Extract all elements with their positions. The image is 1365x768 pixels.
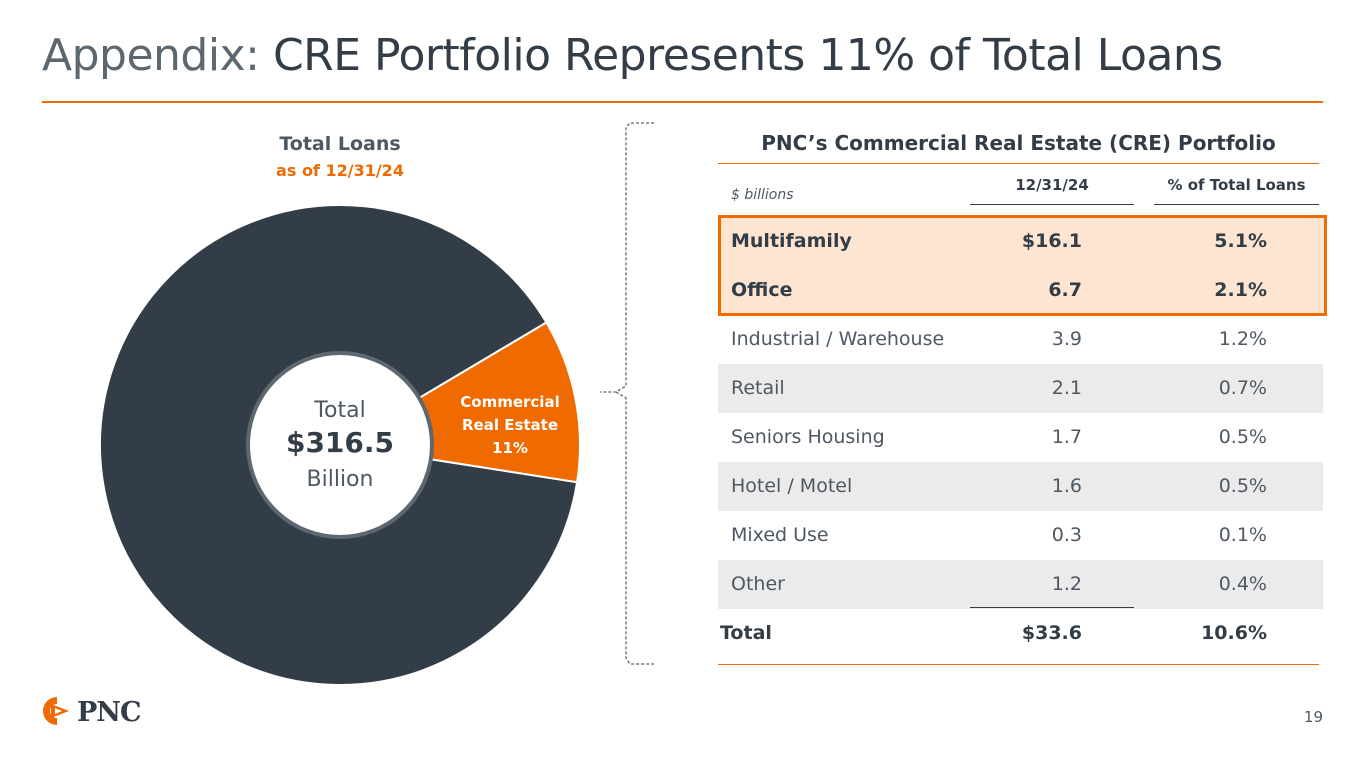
slice-label-line-2: Real Estate — [461, 416, 559, 434]
total-rule — [970, 607, 1134, 608]
total-row: Total $33.6 10.6% — [718, 610, 1323, 659]
row-percent: 2.1% — [1214, 279, 1267, 301]
highlight-box — [718, 215, 1327, 316]
row-category: Seniors Housing — [731, 426, 885, 448]
row-percent: 5.1% — [1214, 230, 1267, 252]
table-row: Hotel / Motel 1.6 0.5% — [718, 462, 1323, 511]
table-bottom-rule — [718, 664, 1319, 665]
title-prefix: Appendix: — [42, 30, 260, 81]
row-category: Industrial / Warehouse — [731, 328, 945, 350]
column-header-pct: % of Total Loans — [1167, 176, 1306, 194]
table-row: Retail 2.1 0.7% — [718, 364, 1323, 413]
bracket-connector — [600, 122, 654, 665]
table-title-rule — [718, 163, 1319, 164]
pnc-logo-icon — [43, 697, 69, 725]
row-value: 6.7 — [1048, 279, 1082, 301]
table-row: Seniors Housing 1.7 0.5% — [718, 413, 1323, 462]
units-label: $ billions — [731, 187, 794, 203]
pnc-logo-text: PNC — [77, 697, 141, 728]
pie-title: Total Loans — [279, 133, 401, 155]
row-category: Hotel / Motel — [731, 475, 853, 497]
total-value: $33.6 — [1021, 622, 1082, 644]
row-value: 1.7 — [1051, 426, 1082, 448]
row-category: Retail — [731, 377, 785, 399]
total-percent: 10.6% — [1201, 622, 1267, 644]
row-percent: 0.1% — [1218, 524, 1267, 546]
row-category: Other — [731, 573, 785, 595]
column-rule-date — [970, 204, 1134, 205]
row-value: 3.9 — [1051, 328, 1082, 350]
row-value: 1.2 — [1051, 573, 1082, 595]
row-category: Multifamily — [731, 230, 852, 252]
table-row: Multifamily $16.1 5.1% — [718, 217, 1323, 266]
table-title: PNC’s Commercial Real Estate (CRE) Portf… — [761, 131, 1276, 155]
row-percent: 0.5% — [1218, 426, 1267, 448]
table-row: Office 6.7 2.1% — [718, 266, 1323, 315]
row-value: $16.1 — [1021, 230, 1082, 252]
slice-label-percent: 11% — [492, 439, 528, 457]
table-row: Industrial / Warehouse 3.9 1.2% — [718, 315, 1323, 364]
row-value: 0.3 — [1051, 524, 1082, 546]
row-percent: 0.4% — [1218, 573, 1267, 595]
row-category: Mixed Use — [731, 524, 829, 546]
page-number: 19 — [1303, 708, 1323, 726]
row-percent: 0.5% — [1218, 475, 1267, 497]
row-category: Office — [731, 279, 793, 301]
slice-label-line-1: Commercial — [460, 393, 560, 411]
total-label: Total — [720, 622, 772, 644]
row-percent: 1.2% — [1218, 328, 1267, 350]
title-main: CRE Portfolio Represents 11% of Total Lo… — [272, 30, 1223, 81]
center-total-value: $316.5 — [285, 426, 395, 459]
center-total-unit: Billion — [306, 467, 374, 492]
table-row: Mixed Use 0.3 0.1% — [718, 511, 1323, 560]
row-percent: 0.7% — [1218, 377, 1267, 399]
column-header-date: 12/31/24 — [1015, 176, 1089, 194]
row-value: 1.6 — [1051, 475, 1082, 497]
center-total-label: Total — [314, 398, 366, 423]
table-row: Other 1.2 0.4% — [718, 560, 1323, 609]
pie-subtitle: as of 12/31/24 — [276, 161, 404, 180]
row-value: 2.1 — [1051, 377, 1082, 399]
page-title: Appendix: CRE Portfolio Represents 11% o… — [42, 30, 1223, 81]
donut-center — [246, 351, 434, 539]
column-rule-pct — [1154, 204, 1319, 205]
title-rule — [42, 101, 1323, 103]
